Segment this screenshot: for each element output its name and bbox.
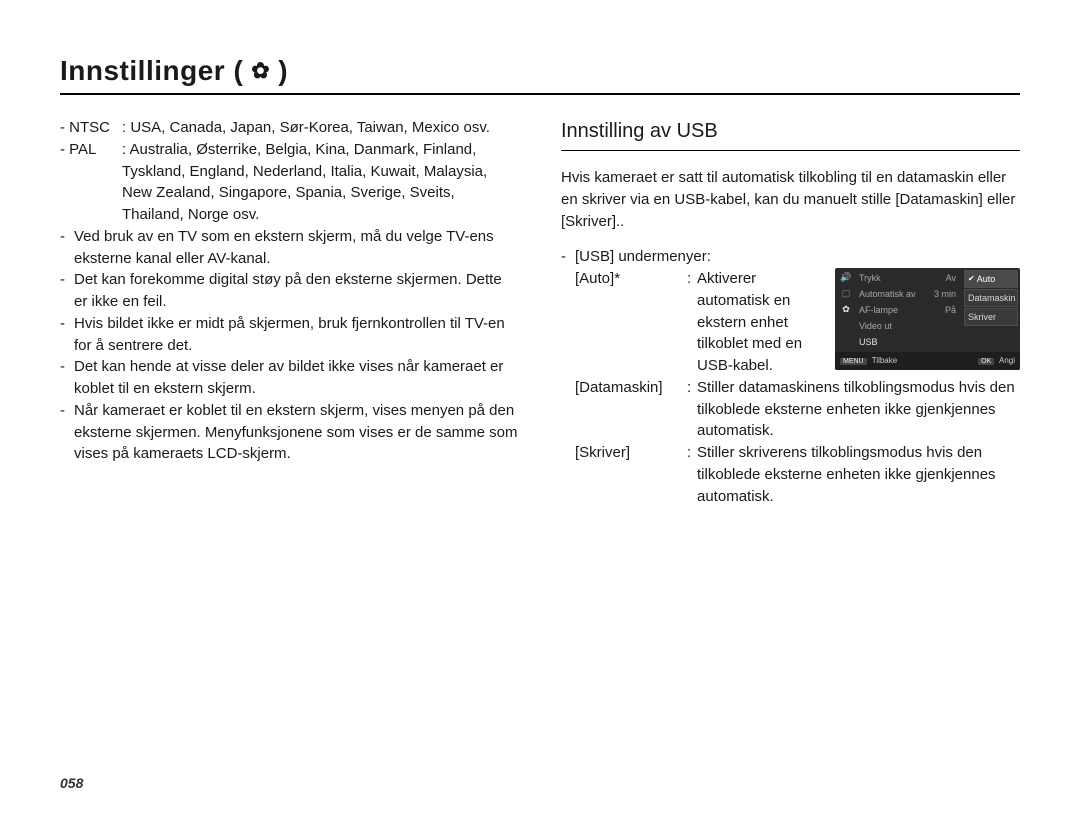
cam-item-0-label: Trykk — [859, 272, 881, 285]
cam-item-1: Automatisk av 3 min — [857, 286, 962, 302]
pal-term: - PAL — [60, 139, 122, 161]
cam-item-3-label: Video ut — [859, 320, 892, 333]
checkmark-icon: ✔ — [968, 273, 975, 285]
ntsc-term: - NTSC — [60, 117, 122, 139]
auto-row: [Auto]* : Aktiverer automatisk en ekster… — [575, 268, 827, 377]
pal-body-4: Thailand, Norge osv. — [60, 204, 519, 226]
title-text-close: ) — [278, 55, 288, 87]
cam-opt-datamaskin: Datamaskin — [964, 289, 1018, 307]
auto-body: Aktiverer automatisk en ekstern enhet ti… — [697, 268, 827, 377]
menu-button-badge: MENU — [840, 358, 867, 365]
camera-menu-tabs: 🔊 ▢ ✿ — [835, 268, 857, 352]
cam-opt-2-label: Skriver — [968, 311, 996, 324]
cam-item-1-label: Automatisk av — [859, 288, 916, 301]
cam-item-2-value: På — [945, 304, 956, 317]
cam-item-0-value: Av — [946, 272, 956, 285]
gear-icon: ✿ — [251, 60, 270, 82]
colon: : — [687, 442, 697, 507]
content-columns: - NTSC : USA, Canada, Japan, Sør-Korea, … — [60, 117, 1020, 507]
usb-submenu-label: - [USB] undermenyer: — [561, 246, 1020, 268]
cam-opt-auto: ✔ Auto — [964, 270, 1018, 288]
colon: : — [687, 268, 697, 377]
page-title: Innstillinger ( ✿ ) — [60, 55, 1020, 95]
datamaskin-term: [Datamaskin] — [575, 377, 687, 442]
ntsc-body: : USA, Canada, Japan, Sør-Korea, Taiwan,… — [122, 117, 519, 139]
cam-opt-0-label: Auto — [977, 273, 996, 286]
camera-menu-body: 🔊 ▢ ✿ Trykk Av Automatisk av 3 min — [835, 268, 1020, 352]
settings-tab-icon: ✿ — [842, 303, 850, 316]
dash-icon: - — [561, 246, 575, 268]
bullet-4-text: Det kan hende at visse deler av bildet i… — [74, 356, 519, 400]
title-text-open: Innstillinger ( — [60, 55, 243, 87]
bullet-5: - Når kameraet er koblet til en ekstern … — [60, 400, 519, 465]
bullet-1: - Ved bruk av en TV som en ekstern skjer… — [60, 226, 519, 270]
cam-item-4-label: USB — [859, 336, 878, 349]
skriver-term: [Skriver] — [575, 442, 687, 507]
skriver-row: [Skriver] : Stiller skriverens tilkoblin… — [575, 442, 1020, 507]
camera-footer: MENU Tilbake OK Angi — [835, 352, 1020, 370]
cam-opt-1-label: Datamaskin — [968, 292, 1016, 305]
bullet-3: - Hvis bildet ikke er midt på skjermen, … — [60, 313, 519, 357]
right-column: Innstilling av USB Hvis kameraet er satt… — [561, 117, 1020, 507]
usb-submenu-text: [USB] undermenyer: — [575, 246, 711, 268]
cam-item-2-label: AF-lampe — [859, 304, 898, 317]
camera-footer-left-text: Tilbake — [872, 356, 898, 365]
dash-icon: - — [60, 269, 74, 313]
cam-item-4: USB — [857, 334, 962, 350]
bullet-1-text: Ved bruk av en TV som en ekstern skjerm,… — [74, 226, 519, 270]
cam-item-3: Video ut — [857, 318, 962, 334]
camera-popup: ✔ Auto Datamaskin Skriver — [962, 268, 1020, 352]
pal-body-3: New Zealand, Singapore, Spania, Sverige,… — [60, 182, 519, 204]
cam-opt-skriver: Skriver — [964, 308, 1018, 326]
colon: : — [687, 377, 697, 442]
dash-icon: - — [60, 400, 74, 465]
bullet-4: - Det kan hende at visse deler av bildet… — [60, 356, 519, 400]
ok-button-badge: OK — [978, 358, 994, 365]
left-column: - NTSC : USA, Canada, Japan, Sør-Korea, … — [60, 117, 519, 507]
camera-footer-left: MENU Tilbake — [840, 355, 897, 367]
dash-icon: - — [60, 313, 74, 357]
camera-menu-list: Trykk Av Automatisk av 3 min AF-lampe På — [857, 268, 962, 352]
skriver-body: Stiller skriverens tilkoblingsmodus hvis… — [697, 442, 1020, 507]
pal-body-2: Tyskland, England, Nederland, Italia, Ku… — [60, 161, 519, 183]
bullet-5-text: Når kameraet er koblet til en ekstern sk… — [74, 400, 519, 465]
sound-tab-icon: 🔊 — [840, 271, 851, 284]
bullet-2-text: Det kan forekomme digital støy på den ek… — [74, 269, 519, 313]
bullet-2: - Det kan forekomme digital støy på den … — [60, 269, 519, 313]
camera-footer-right: OK Angi — [978, 355, 1015, 367]
cam-item-1-value: 3 min — [934, 288, 956, 301]
datamaskin-body: Stiller datamaskinens tilkoblingsmodus h… — [697, 377, 1020, 442]
datamaskin-row: [Datamaskin] : Stiller datamaskinens til… — [575, 377, 1020, 442]
camera-menu: 🔊 ▢ ✿ Trykk Av Automatisk av 3 min — [835, 268, 1020, 370]
cam-item-2: AF-lampe På — [857, 302, 962, 318]
page-number: 058 — [60, 775, 83, 791]
auto-term: [Auto]* — [575, 268, 687, 377]
ntsc-row: - NTSC : USA, Canada, Japan, Sør-Korea, … — [60, 117, 519, 139]
pal-body-1: : Australia, Østerrike, Belgia, Kina, Da… — [122, 139, 519, 161]
usb-intro: Hvis kameraet er satt til automatisk til… — [561, 167, 1020, 232]
camera-footer-right-text: Angi — [999, 356, 1015, 365]
usb-heading: Innstilling av USB — [561, 117, 1020, 151]
cam-item-0: Trykk Av — [857, 270, 962, 286]
spacer — [561, 232, 1020, 246]
bullet-3-text: Hvis bildet ikke er midt på skjermen, br… — [74, 313, 519, 357]
dash-icon: - — [60, 356, 74, 400]
pal-row: - PAL : Australia, Østerrike, Belgia, Ki… — [60, 139, 519, 161]
camera-menu-screenshot: 🔊 ▢ ✿ Trykk Av Automatisk av 3 min — [835, 268, 1020, 370]
dash-icon: - — [60, 226, 74, 270]
display-tab-icon: ▢ — [842, 287, 851, 300]
